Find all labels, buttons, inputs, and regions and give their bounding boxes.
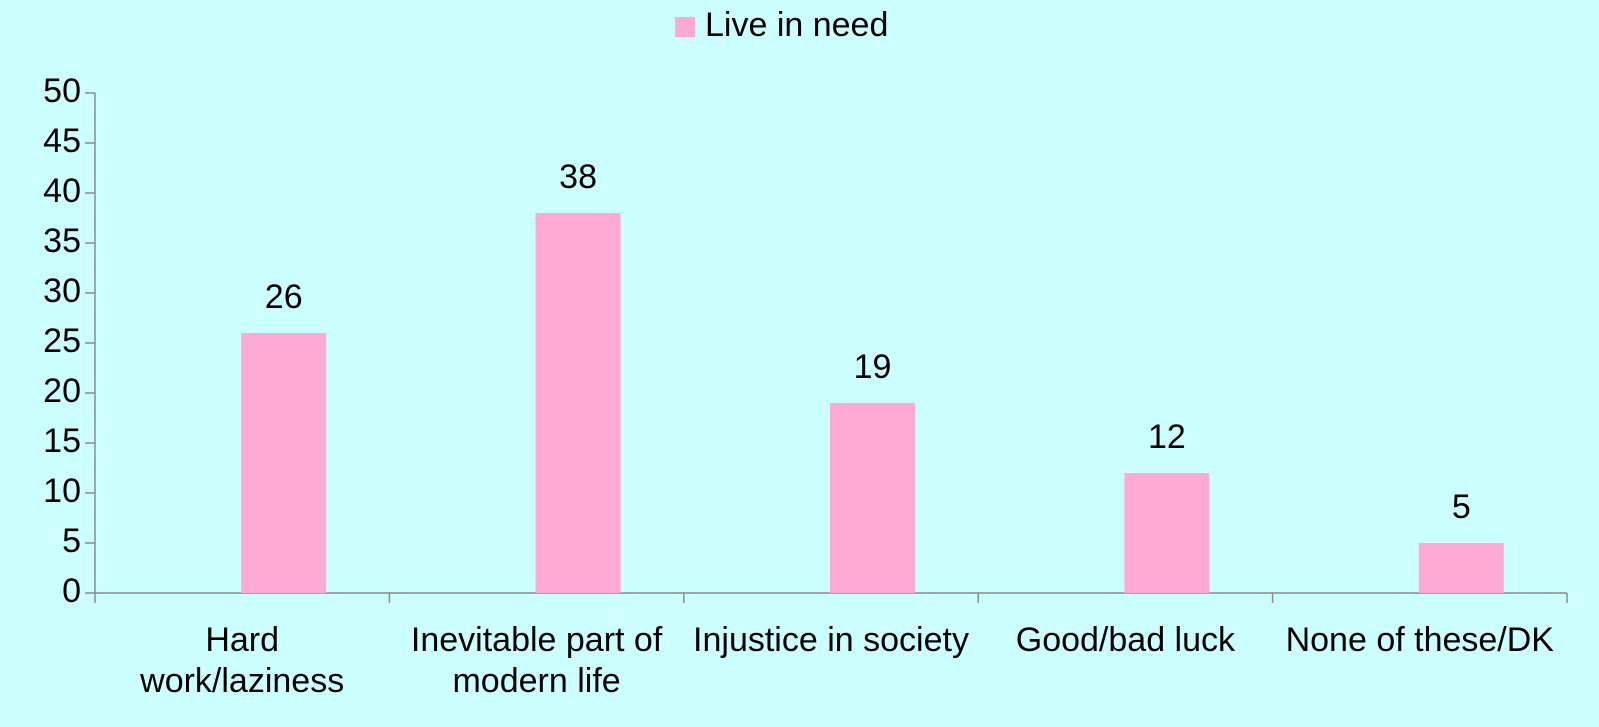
y-tick-label: 40 — [43, 172, 81, 210]
data-label: 12 — [1148, 418, 1186, 456]
data-label: 5 — [1452, 488, 1471, 526]
bar — [535, 213, 621, 593]
x-tick-label: Injustice in society — [693, 621, 969, 659]
x-tick-label: None of these/DK — [1285, 621, 1554, 659]
data-label: 26 — [265, 278, 303, 316]
y-tick-label: 50 — [43, 72, 81, 110]
bar — [1124, 473, 1210, 593]
x-tick-label: Good/bad luck — [1015, 621, 1236, 659]
legend-label: Live in need — [705, 6, 888, 44]
x-tick-label: Hard work/laziness — [140, 621, 345, 700]
y-tick-label: 0 — [62, 572, 81, 610]
data-label: 19 — [854, 348, 892, 386]
bar — [830, 403, 915, 593]
y-tick-label: 15 — [43, 422, 81, 460]
y-tick-label: 30 — [43, 272, 81, 310]
y-tick-label: 20 — [43, 372, 81, 410]
legend-swatch — [675, 17, 695, 37]
y-tick-label: 35 — [43, 222, 81, 260]
bar — [1418, 543, 1504, 593]
y-tick-label: 5 — [62, 522, 81, 560]
bar — [241, 333, 327, 593]
y-tick-label: 25 — [43, 322, 81, 360]
y-tick-label: 10 — [43, 472, 81, 510]
y-tick-label: 45 — [43, 122, 81, 160]
data-label: 38 — [559, 158, 597, 196]
x-tick-label: Inevitable part of modern life — [410, 621, 663, 700]
